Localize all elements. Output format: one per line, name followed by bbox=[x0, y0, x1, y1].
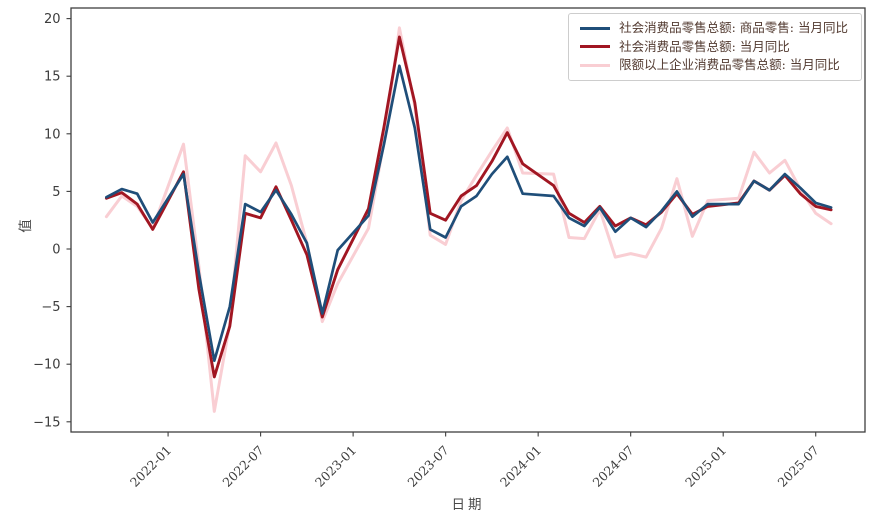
legend: 社会消费品零售总额: 商品零售: 当月同比 社会消费品零售总额: 当月同比 限额… bbox=[568, 13, 862, 81]
y-axis-label: 值 bbox=[18, 219, 34, 233]
legend-item: 社会消费品零售总额: 当月同比 bbox=[580, 38, 848, 54]
y-tick-label: 0 bbox=[52, 243, 60, 258]
y-tick-label: 15 bbox=[44, 70, 61, 85]
legend-line-swatch-goods-retail bbox=[580, 26, 611, 30]
y-tick-label: −5 bbox=[41, 300, 60, 315]
legend-item: 限额以上企业消费品零售总额: 当月同比 bbox=[580, 57, 848, 72]
y-tick-label: 5 bbox=[52, 185, 60, 200]
x-axis-label: 日期 bbox=[452, 497, 485, 513]
legend-line-swatch-above-limit bbox=[580, 63, 611, 67]
y-tick-label: 10 bbox=[44, 127, 61, 142]
legend-line-swatch-total-retail bbox=[580, 45, 611, 49]
legend-label: 社会消费品零售总额: 商品零售: 当月同比 bbox=[619, 20, 848, 35]
plot-border bbox=[70, 7, 866, 433]
legend-label: 限额以上企业消费品零售总额: 当月同比 bbox=[619, 57, 840, 72]
y-tick-label: −15 bbox=[33, 415, 60, 430]
legend-item: 社会消费品零售总额: 商品零售: 当月同比 bbox=[580, 20, 848, 35]
series-layer bbox=[104, 26, 833, 413]
y-tick-label: 20 bbox=[44, 12, 61, 27]
y-tick-label: −10 bbox=[33, 358, 60, 373]
series-line-0 bbox=[105, 64, 833, 363]
legend-label: 社会消费品零售总额: 当月同比 bbox=[619, 38, 790, 54]
